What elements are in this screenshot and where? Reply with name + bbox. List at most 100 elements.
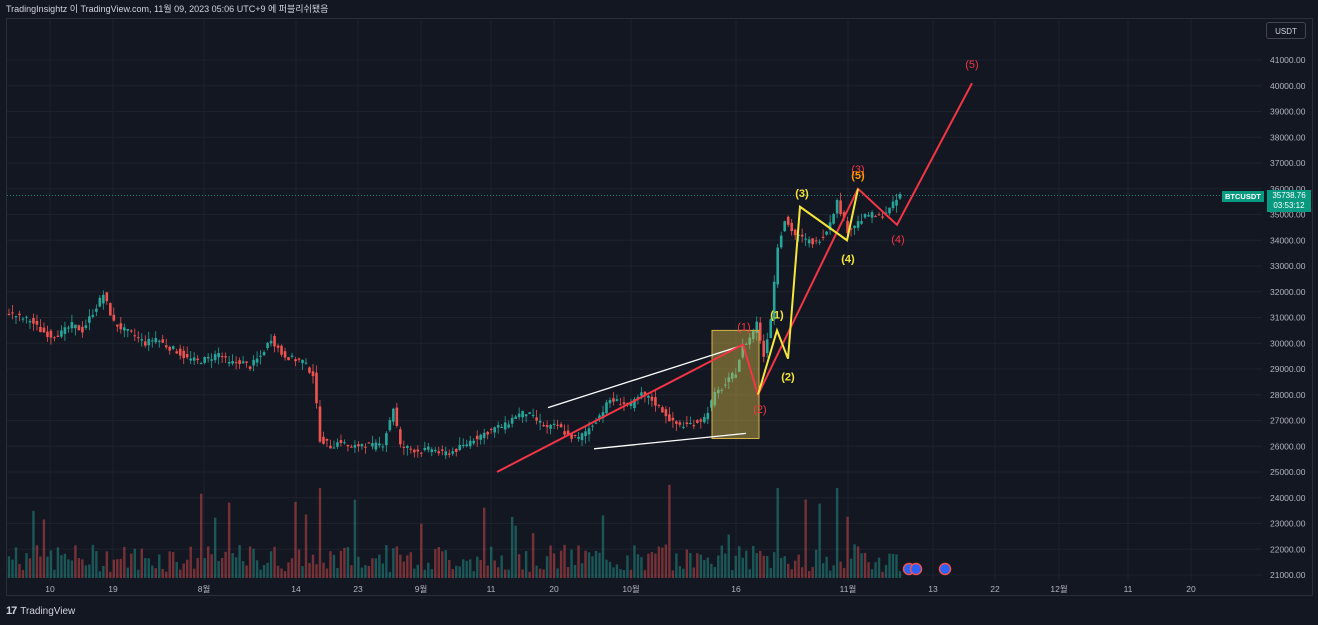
volume-bar — [800, 567, 804, 578]
candle-body — [654, 397, 657, 406]
candle-body — [853, 225, 856, 229]
candle-body — [451, 451, 455, 454]
candle-body — [657, 404, 661, 406]
volume-bar — [849, 558, 853, 578]
volume-bar — [105, 551, 109, 578]
currency-button[interactable]: USDT — [1266, 22, 1306, 39]
volume-bar — [759, 550, 762, 578]
volume-bar — [650, 552, 654, 578]
volume-bar — [91, 544, 95, 578]
volume-bar — [853, 544, 856, 578]
candle-body — [143, 341, 147, 346]
candle-body — [793, 229, 797, 236]
volume-bar — [891, 553, 895, 578]
candle-body — [751, 331, 755, 340]
volume-bar — [612, 567, 615, 578]
volume-bar — [186, 559, 189, 578]
candle-body — [276, 345, 280, 348]
volume-bar — [720, 545, 723, 578]
volume-bar — [371, 558, 374, 578]
volume-bar — [336, 568, 339, 578]
candle-body — [119, 323, 123, 330]
candle-body — [741, 343, 745, 358]
volume-bar — [472, 571, 475, 578]
volume-bar — [283, 571, 287, 578]
volume-bar — [671, 570, 675, 578]
candle-body — [77, 325, 81, 331]
candle-body — [224, 356, 227, 358]
candle-body — [42, 327, 46, 333]
volume-bar — [818, 503, 821, 578]
candle-body — [287, 357, 290, 361]
candle-body — [867, 215, 870, 217]
candle-body — [259, 355, 262, 357]
candle-body — [633, 399, 636, 409]
candle-body — [353, 444, 357, 448]
channel-upper-line — [547, 345, 742, 409]
sub-wave-label: (2) — [781, 372, 795, 384]
volume-bar — [430, 569, 433, 578]
volume-bar — [217, 561, 220, 578]
volume-bar — [395, 546, 399, 578]
volume-bar — [661, 547, 664, 578]
x-tick-label: 20 — [1186, 584, 1196, 594]
volume-bar — [884, 565, 888, 578]
last-price-value: 35738.76 — [1272, 191, 1306, 200]
candle-body — [594, 422, 598, 424]
candle-body — [252, 359, 255, 366]
x-tick-label: 10월 — [622, 584, 639, 594]
candle-body — [675, 421, 678, 424]
volume-bar — [591, 556, 594, 578]
volume-bar — [133, 548, 136, 578]
chart-frame[interactable] — [6, 18, 1313, 596]
candle-body — [112, 314, 116, 321]
candle-body — [870, 212, 874, 218]
volume-bar — [273, 546, 276, 578]
candle-body — [203, 357, 206, 363]
y-tick-label: 29000.00 — [1270, 364, 1306, 374]
volume-bar — [130, 553, 133, 578]
y-tick-label: 23000.00 — [1270, 519, 1306, 529]
volume-bar — [378, 554, 381, 578]
candle-body — [682, 426, 685, 428]
candle-body — [325, 438, 329, 441]
candle-body — [98, 297, 102, 307]
candle-body — [447, 453, 451, 455]
volume-bar — [290, 558, 294, 578]
volume-bar — [311, 554, 315, 578]
volume-bar — [503, 569, 507, 578]
volume-bar — [804, 499, 807, 578]
candle-body — [779, 235, 783, 248]
volume-bar — [241, 561, 245, 578]
volume-bar — [451, 569, 454, 578]
candle-body — [678, 422, 682, 425]
candle-body — [196, 358, 199, 360]
volume-bar — [262, 564, 266, 578]
candle-body — [898, 194, 902, 199]
volume-bar — [189, 546, 192, 578]
candle-body — [524, 414, 528, 417]
x-tick-label: 19 — [108, 584, 118, 594]
volume-bar — [888, 553, 891, 578]
volume-bar — [689, 553, 692, 578]
candle-body — [605, 402, 608, 414]
volume-bar — [409, 552, 413, 578]
candle-body — [748, 337, 752, 345]
candle-body — [772, 281, 776, 320]
y-tick-label: 40000.00 — [1270, 81, 1306, 91]
volume-bar — [881, 571, 884, 578]
volume-bar — [70, 560, 74, 578]
volume-bar — [266, 562, 269, 578]
volume-bar — [248, 546, 252, 578]
candle-body — [727, 377, 731, 382]
candle-body — [192, 357, 196, 361]
candle-body — [503, 422, 507, 430]
x-tick-label: 12월 — [1050, 584, 1067, 594]
candle-body — [416, 449, 420, 452]
candle-body — [150, 340, 154, 342]
volume-bar — [731, 570, 734, 578]
volume-bar — [11, 559, 14, 578]
candle-body — [863, 214, 867, 218]
candle-body — [486, 431, 489, 435]
